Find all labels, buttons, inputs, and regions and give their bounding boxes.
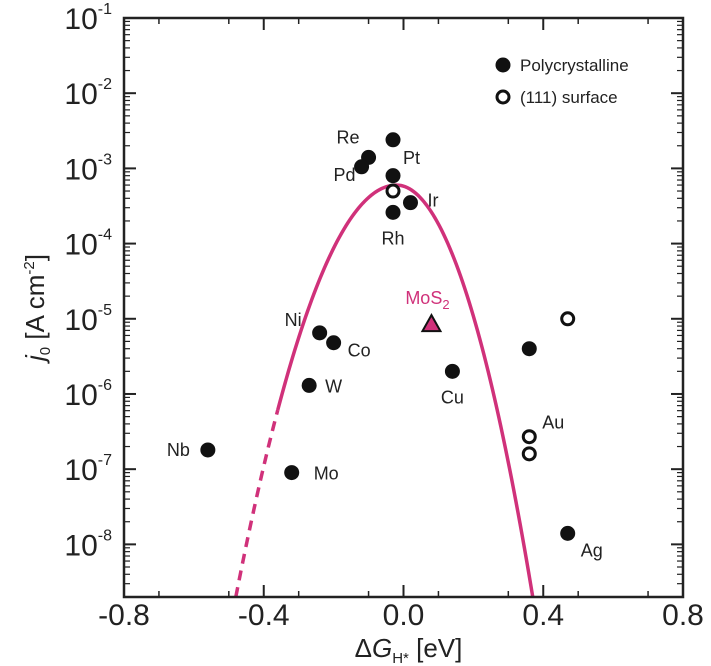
volcano-curve-dashed <box>234 409 280 598</box>
y-tick-label: 10-6 <box>64 377 112 412</box>
legend-label: (111) surface <box>520 88 618 107</box>
volcano-curve <box>276 183 535 598</box>
point-label: Pd <box>334 165 356 185</box>
y-tick-label: 10-3 <box>64 151 112 186</box>
point-label: W <box>325 376 342 396</box>
y-tick-label: 10-2 <box>64 76 112 111</box>
x-tick-label: -0.4 <box>238 599 290 632</box>
x-tick-label: 0.0 <box>383 599 425 632</box>
data-point-filled <box>385 132 401 148</box>
legend-label: Polycrystalline <box>520 56 629 75</box>
data-point-open <box>521 429 537 445</box>
point-label: Rh <box>382 228 405 248</box>
y-tick-label: 10-8 <box>64 527 112 562</box>
y-tick-label: 10-7 <box>64 452 112 487</box>
data-point-filled <box>560 525 576 541</box>
point-label: Ir <box>427 191 438 211</box>
data-point-filled <box>385 204 401 220</box>
data-point-filled <box>284 465 300 481</box>
legend-marker-open <box>495 89 511 105</box>
data-point-filled <box>521 341 537 357</box>
data-point-open <box>385 183 401 199</box>
point-label: Ni <box>285 310 302 330</box>
data-point-filled <box>402 195 418 211</box>
data-point-filled <box>326 335 342 351</box>
data-point-filled <box>354 159 370 175</box>
data-point-filled <box>444 363 460 379</box>
x-tick-label: 0.4 <box>522 599 564 632</box>
data-point-filled <box>385 168 401 184</box>
legend-marker-filled <box>495 57 511 73</box>
y-tick-label: 10-5 <box>64 302 112 337</box>
plot-marks: Nb Mo W Ni Co Re Pd Pt Rh Ir Cu Ag Au MoS2 <box>167 127 603 598</box>
highlight-triangle <box>420 313 443 333</box>
y-axis-title: j0 [A cm-2] <box>20 254 54 364</box>
point-label: Cu <box>441 387 464 407</box>
axis-ticks: -0.8 -0.4 0.0 0.4 0.8 10-1 10-2 10-3 10-4 10-5 10-… <box>64 1 703 632</box>
axis-titles: ΔGH* [eV] j0 [A cm-2] <box>20 254 462 666</box>
x-axis-title: ΔGH* [eV] <box>355 633 463 666</box>
point-label: Au <box>542 413 564 433</box>
point-label: Ag <box>581 540 603 560</box>
y-tick-label: 10-4 <box>64 227 112 262</box>
data-point-open <box>560 311 576 327</box>
highlight-label: MoS2 <box>405 288 449 312</box>
y-tick-label: 10-1 <box>64 1 112 36</box>
point-label: Re <box>337 127 360 147</box>
point-label: Co <box>348 341 371 361</box>
x-tick-label: 0.8 <box>662 599 704 632</box>
point-label: Pt <box>403 148 420 168</box>
data-point-filled <box>301 377 317 393</box>
legend: Polycrystalline (111) surface <box>495 56 629 107</box>
x-tick-label: -0.8 <box>98 599 150 632</box>
data-point-open <box>521 446 537 462</box>
data-point-filled <box>312 325 328 341</box>
data-point-filled <box>200 442 216 458</box>
point-label: Mo <box>314 464 339 484</box>
point-label: Nb <box>167 440 190 460</box>
